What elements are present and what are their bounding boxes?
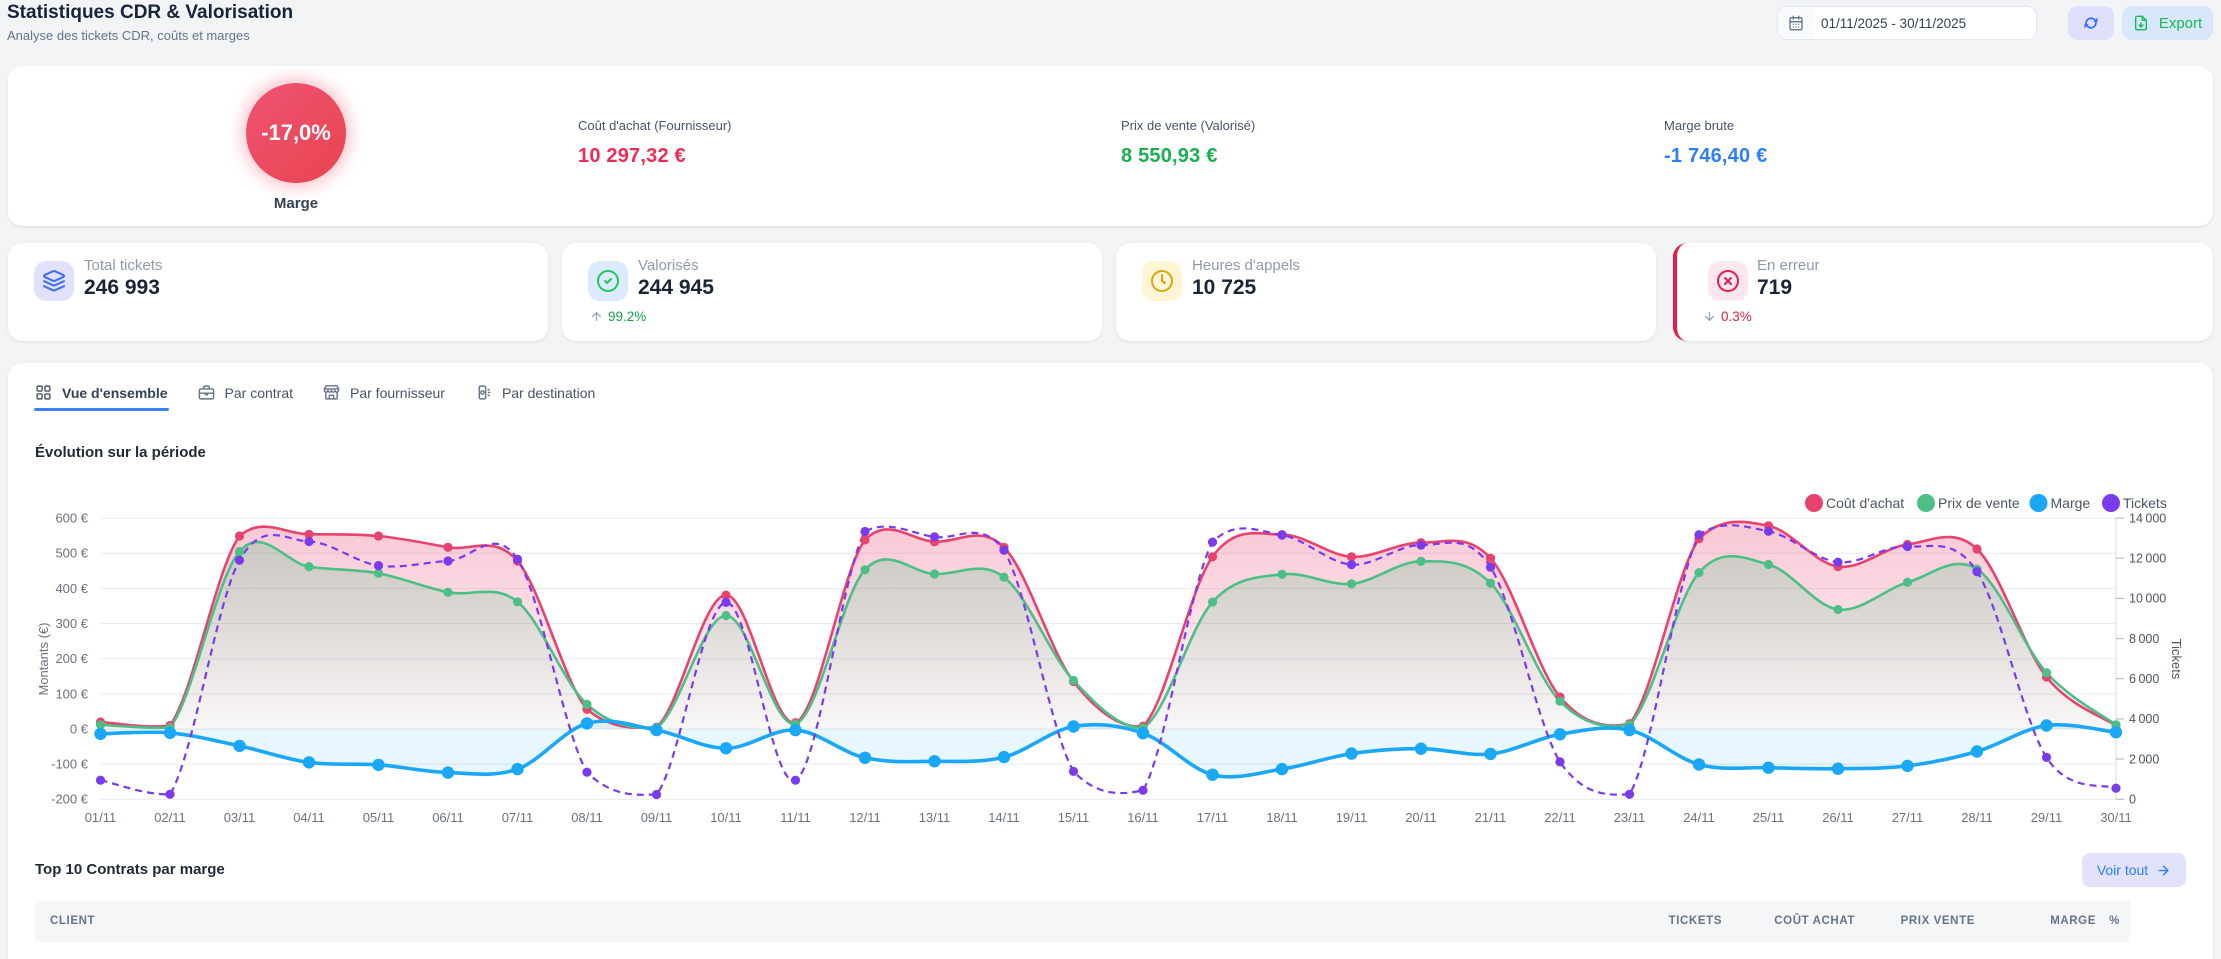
svg-text:10/11: 10/11: [710, 810, 742, 825]
svg-text:13/11: 13/11: [919, 810, 951, 825]
svg-text:100 €: 100 €: [55, 686, 88, 701]
svg-text:19/11: 19/11: [1336, 810, 1368, 825]
svg-text:0 €: 0 €: [70, 721, 89, 736]
svg-text:03/11: 03/11: [224, 810, 256, 825]
svg-text:300 €: 300 €: [55, 616, 88, 631]
svg-text:Montants (€): Montants (€): [36, 623, 51, 696]
svg-text:14 000: 14 000: [2129, 511, 2166, 525]
svg-text:-200 €: -200 €: [51, 792, 89, 807]
svg-text:17/11: 17/11: [1197, 810, 1229, 825]
svg-text:07/11: 07/11: [502, 810, 534, 825]
svg-text:200 €: 200 €: [55, 651, 88, 666]
svg-text:06/11: 06/11: [432, 810, 464, 825]
svg-text:01/11: 01/11: [85, 810, 117, 825]
svg-text:4 000: 4 000: [2129, 712, 2159, 726]
svg-text:-100 €: -100 €: [51, 757, 89, 772]
svg-text:Prix de vente: Prix de vente: [1938, 495, 2020, 511]
svg-text:500 €: 500 €: [55, 546, 88, 561]
svg-text:11/11: 11/11: [780, 810, 811, 825]
svg-text:09/11: 09/11: [641, 810, 673, 825]
svg-text:14/11: 14/11: [988, 810, 1020, 825]
svg-text:18/11: 18/11: [1266, 810, 1298, 825]
svg-text:05/11: 05/11: [363, 810, 395, 825]
svg-text:6 000: 6 000: [2129, 672, 2159, 686]
svg-text:12 000: 12 000: [2129, 551, 2166, 565]
svg-text:10 000: 10 000: [2129, 592, 2166, 606]
svg-text:8 000: 8 000: [2129, 632, 2159, 646]
svg-text:400 €: 400 €: [55, 581, 88, 596]
svg-text:02/11: 02/11: [154, 810, 186, 825]
svg-text:2 000: 2 000: [2129, 752, 2159, 766]
svg-text:21/11: 21/11: [1475, 810, 1507, 825]
svg-text:04/11: 04/11: [293, 810, 325, 825]
svg-text:Coût d'achat: Coût d'achat: [1826, 495, 1904, 511]
svg-text:15/11: 15/11: [1058, 810, 1090, 825]
svg-text:12/11: 12/11: [849, 810, 881, 825]
svg-text:22/11: 22/11: [1544, 810, 1576, 825]
svg-text:600 €: 600 €: [55, 511, 88, 526]
svg-text:Tickets: Tickets: [2169, 639, 2184, 680]
svg-text:26/11: 26/11: [1822, 810, 1854, 825]
svg-text:24/11: 24/11: [1683, 810, 1715, 825]
svg-text:29/11: 29/11: [2031, 810, 2063, 825]
svg-text:16/11: 16/11: [1127, 810, 1159, 825]
svg-text:23/11: 23/11: [1614, 810, 1646, 825]
svg-text:27/11: 27/11: [1892, 810, 1924, 825]
svg-text:28/11: 28/11: [1961, 810, 1993, 825]
svg-text:Marge: Marge: [2051, 495, 2091, 511]
svg-text:08/11: 08/11: [571, 810, 603, 825]
svg-text:30/11: 30/11: [2100, 810, 2132, 825]
svg-text:0: 0: [2129, 793, 2136, 807]
svg-text:25/11: 25/11: [1753, 810, 1785, 825]
svg-text:20/11: 20/11: [1405, 810, 1437, 825]
svg-text:Tickets: Tickets: [2123, 495, 2167, 511]
